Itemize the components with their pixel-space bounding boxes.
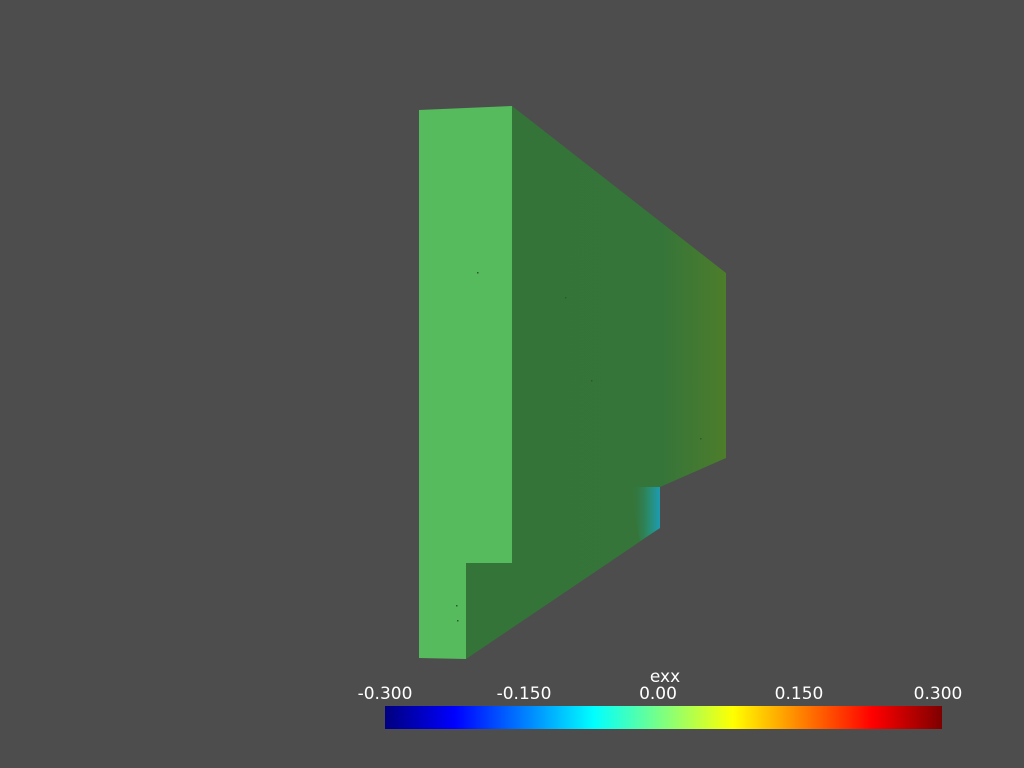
scalar-bar-title: exx (649, 667, 681, 687)
mesh-speckles (456, 272, 702, 622)
scalar-bar-tick-label: 0.300 (913, 684, 963, 704)
side-face (466, 106, 726, 659)
scalar-bar-colorbar (385, 706, 942, 729)
notch-highlight (630, 487, 660, 541)
scalar-bar-tick-label: 0.150 (774, 684, 824, 704)
front-face (419, 106, 512, 659)
scalar-bar-tick-label: -0.300 (357, 684, 413, 704)
scalar-bar-tick-label: 0.00 (639, 684, 677, 704)
scalar-bar-tick-label: -0.150 (496, 684, 552, 704)
